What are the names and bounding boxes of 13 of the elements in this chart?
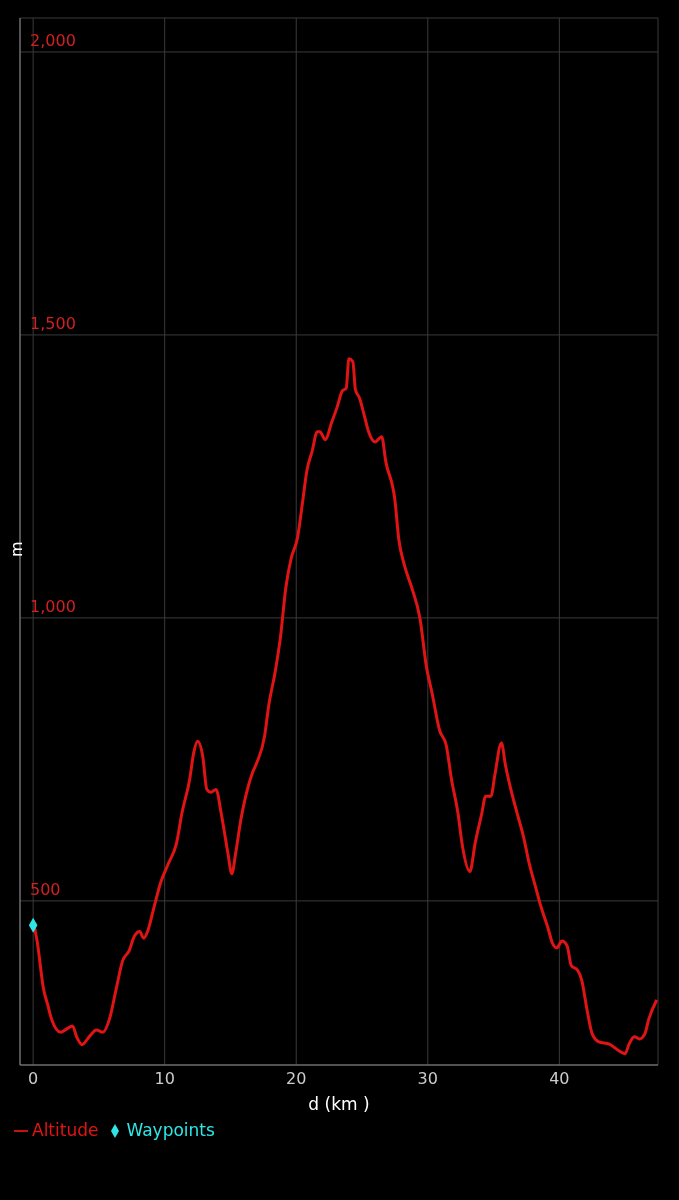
y-tick-label: 1,000: [30, 596, 76, 616]
x-tick-label: 30: [417, 1069, 438, 1089]
x-tick-label: 0: [28, 1069, 39, 1089]
x-tick-label: 40: [549, 1069, 570, 1089]
x-axis-title: d (km ): [308, 1094, 370, 1114]
y-tick-label: 1,500: [30, 313, 76, 333]
x-tick-label: 10: [154, 1069, 175, 1089]
y-tick-label: 2,000: [30, 30, 76, 50]
legend-label: Waypoints: [126, 1120, 215, 1140]
x-tick-label: 20: [286, 1069, 307, 1089]
legend-label: Altitude: [32, 1120, 99, 1140]
y-tick-label: 500: [30, 879, 61, 899]
y-axis-title: m: [6, 541, 26, 558]
